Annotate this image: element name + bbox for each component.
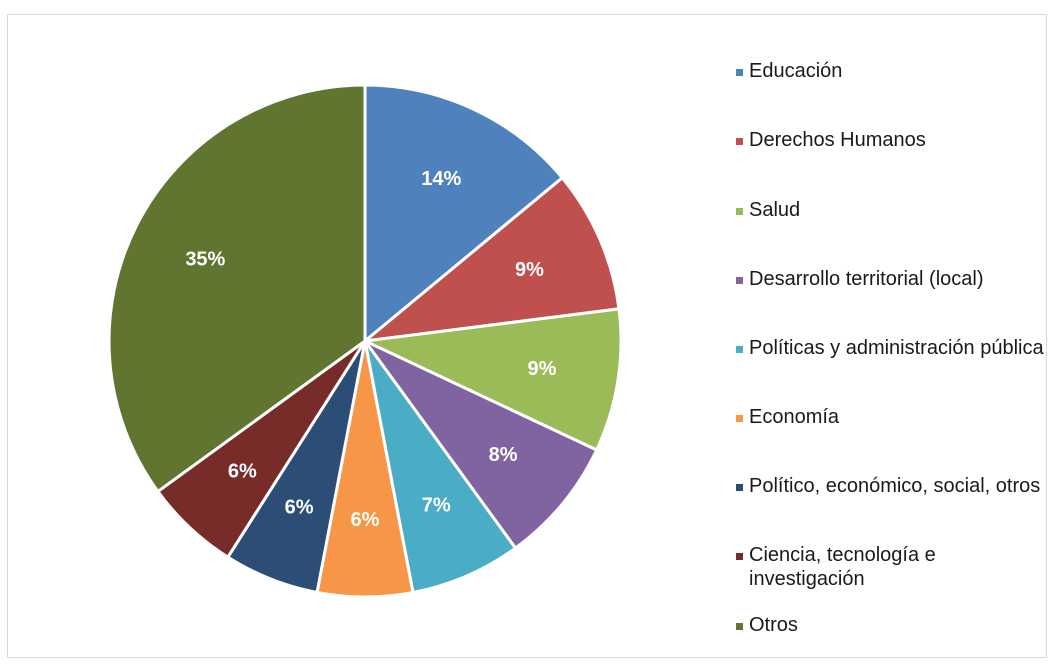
legend-swatch-icon [736, 484, 743, 491]
legend-swatch-icon [736, 138, 743, 145]
legend-item-4: Políticas y administración pública [736, 336, 1046, 360]
pie-slice-1 [363, 176, 621, 343]
legend-item-0: Educación [736, 59, 1046, 83]
legend-item-8: Otros [736, 613, 1046, 637]
data-label-1: 9% [515, 259, 544, 281]
legend-swatch-icon [736, 415, 743, 422]
legend-label: Educación [749, 60, 843, 82]
legend-item-1: Derechos Humanos [736, 128, 1046, 152]
pie-slice-2 [363, 307, 623, 452]
legend-label: Salud [749, 199, 801, 221]
legend-swatch-icon [736, 208, 743, 215]
data-label-8: 35% [185, 249, 225, 271]
data-label-4: 7% [422, 494, 451, 516]
legend-item-2: Salud [736, 198, 1046, 222]
legend-item-5: Economía [736, 405, 1046, 429]
data-label-2: 9% [528, 358, 557, 380]
data-label-3: 8% [489, 444, 518, 466]
legend-swatch-icon [736, 277, 743, 284]
legend-item-3: Desarrollo territorial (local) [736, 267, 1046, 291]
pie-slice-4 [363, 339, 517, 594]
legend-label: Derechos Humanos [749, 129, 926, 151]
pie-slice-3 [363, 339, 599, 550]
legend-swatch-icon [736, 623, 743, 630]
pie-slice-8 [107, 83, 367, 493]
pie-chart: 14% 9% 9% 8% 7% 6% 6% 6% 35% [107, 83, 623, 599]
legend-swatch-icon [736, 553, 743, 560]
data-label-5: 6% [351, 509, 380, 531]
legend-item-7: Ciencia, tecnología e investigación [736, 543, 1046, 591]
legend-label: Políticas y administración pública [749, 337, 1044, 359]
data-label-0: 14% [421, 168, 461, 190]
legend-label: Ciencia, tecnología e investigación [749, 544, 936, 590]
legend-label: Economía [749, 406, 840, 428]
legend-swatch-icon [736, 346, 743, 353]
legend-label: Desarrollo territorial (local) [749, 268, 984, 290]
data-label-7: 6% [228, 461, 257, 483]
legend-item-6: Político, económico, social, otros [736, 474, 1046, 498]
data-label-6: 6% [285, 497, 314, 519]
legend-label: Otros [749, 614, 798, 636]
legend-swatch-icon [736, 69, 743, 76]
legend-label: Político, económico, social, otros [749, 475, 1041, 497]
pie-slice-0 [363, 83, 564, 343]
chart-area: 14% 9% 9% 8% 7% 6% 6% 6% 35% Educación Derechos H… [7, 14, 1047, 658]
